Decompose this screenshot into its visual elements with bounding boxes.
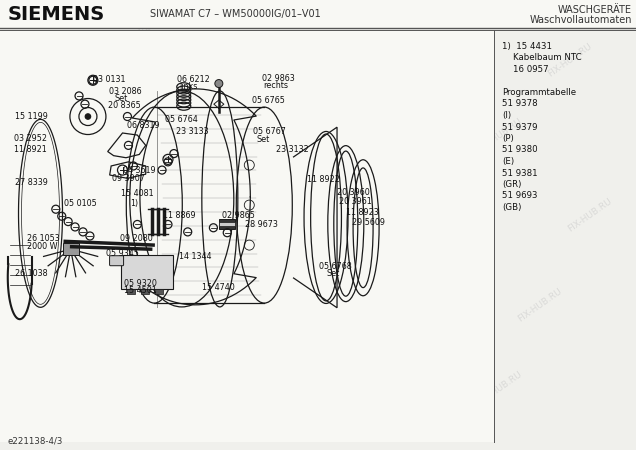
Text: FIX-HUB.RU: FIX-HUB.RU (406, 32, 453, 68)
Text: FIX-HUB.RU: FIX-HUB.RU (546, 41, 594, 78)
Text: (GR): (GR) (502, 180, 522, 189)
Text: (GB): (GB) (502, 203, 522, 212)
Bar (0, 0, 636, 28)
Text: 02 9863: 02 9863 (262, 74, 294, 83)
Text: 05 6765: 05 6765 (252, 96, 285, 105)
Bar (121, 255, 173, 289)
Text: SIEMENS: SIEMENS (8, 4, 105, 23)
Text: (E): (E) (502, 157, 514, 166)
Text: Kabelbaum NTC: Kabelbaum NTC (502, 54, 582, 63)
Text: 09 2080: 09 2080 (120, 234, 152, 243)
Text: 11 8922: 11 8922 (307, 175, 340, 184)
Text: 14 1344: 14 1344 (179, 252, 212, 261)
Text: 05 6764: 05 6764 (165, 114, 198, 123)
Text: FIX-HUB.RU: FIX-HUB.RU (366, 292, 414, 328)
Text: 03 2952: 03 2952 (14, 134, 47, 143)
Text: 1): 1) (130, 199, 139, 208)
Text: FIX-HUB.RU: FIX-HUB.RU (266, 41, 314, 78)
Text: 20 3960: 20 3960 (338, 188, 370, 197)
Text: links: links (179, 82, 197, 91)
Text: FIX-HUB.RU: FIX-HUB.RU (56, 282, 104, 319)
Text: FIX-HUB.RU: FIX-HUB.RU (307, 372, 354, 409)
Ellipse shape (85, 114, 91, 119)
Text: 51 9378: 51 9378 (502, 99, 537, 108)
Text: 2000 W: 2000 W (27, 242, 58, 251)
Text: 11 8923: 11 8923 (346, 207, 378, 216)
Text: 20 3961: 20 3961 (340, 197, 372, 206)
FancyBboxPatch shape (109, 256, 123, 266)
Bar (127, 289, 135, 294)
Text: 27 8339: 27 8339 (15, 178, 48, 187)
Text: 05 9320: 05 9320 (125, 279, 157, 288)
Text: Set: Set (114, 94, 128, 104)
Text: FIX-HUB.RU: FIX-HUB.RU (426, 207, 474, 243)
Bar (219, 222, 235, 226)
Text: FIX-HUB.RU: FIX-HUB.RU (46, 102, 93, 139)
Text: 15 4740: 15 4740 (202, 283, 234, 292)
Text: 28 9673: 28 9673 (244, 220, 277, 229)
Text: 06 6212: 06 6212 (177, 75, 210, 84)
Text: 51 9379: 51 9379 (502, 122, 537, 131)
Bar (0, 30, 494, 442)
Text: Programmtabelle: Programmtabelle (502, 88, 576, 97)
Text: 11 8869: 11 8869 (163, 211, 196, 220)
Text: 26 1053: 26 1053 (27, 234, 60, 243)
Text: 23 3132: 23 3132 (275, 144, 308, 153)
Text: FIX-HUB.RU: FIX-HUB.RU (106, 22, 154, 58)
Text: FIX-HUB.RU: FIX-HUB.RU (266, 202, 314, 238)
Text: FIX-HUB.RU: FIX-HUB.RU (476, 369, 523, 406)
Text: (I): (I) (502, 111, 511, 120)
Text: 06 8319: 06 8319 (127, 121, 160, 130)
Text: FIX-HUB.RU: FIX-HUB.RU (326, 122, 374, 158)
Text: 09 3907: 09 3907 (112, 174, 145, 183)
Text: 05 6767: 05 6767 (253, 127, 286, 136)
Bar (141, 289, 149, 294)
Text: e221138-4/3: e221138-4/3 (8, 437, 64, 446)
Text: FIX-HUB.RU: FIX-HUB.RU (116, 192, 163, 229)
Text: Set: Set (257, 135, 270, 144)
Bar (155, 289, 163, 294)
Text: 03 0131: 03 0131 (93, 75, 125, 84)
Text: 11 8921: 11 8921 (14, 144, 46, 153)
Text: Waschvollautomaten: Waschvollautomaten (530, 15, 632, 25)
Text: 51 9693: 51 9693 (502, 192, 537, 201)
Text: 29 5609: 29 5609 (352, 218, 385, 227)
Text: FIX-HUB.RU: FIX-HUB.RU (136, 366, 184, 404)
Text: rechts: rechts (263, 81, 288, 90)
Text: FIX-HUB.RU: FIX-HUB.RU (566, 197, 614, 234)
Text: 26 1038: 26 1038 (15, 269, 48, 278)
Text: FIX-HUB.RU: FIX-HUB.RU (476, 117, 523, 153)
Text: 51 9380: 51 9380 (502, 145, 537, 154)
Text: 51 9381: 51 9381 (502, 168, 537, 177)
Text: 15 4501: 15 4501 (123, 286, 156, 295)
Text: 04 3619: 04 3619 (123, 166, 155, 175)
Text: 16 0957: 16 0957 (502, 65, 549, 74)
Text: 23 3133: 23 3133 (176, 127, 209, 136)
Text: 05 0105: 05 0105 (64, 199, 97, 208)
Text: SIWAMAT C7 – WM50000IG/01–V01: SIWAMAT C7 – WM50000IG/01–V01 (150, 9, 321, 19)
Text: 1)  15 4431: 1) 15 4431 (502, 42, 552, 51)
Bar (62, 243, 79, 255)
Circle shape (215, 80, 223, 88)
Text: 20 8365: 20 8365 (107, 101, 141, 110)
Text: (P): (P) (502, 134, 514, 143)
Text: Set: Set (326, 269, 339, 278)
Text: WASCHGERÄTE: WASCHGERÄTE (558, 5, 632, 15)
Text: 03 2086: 03 2086 (109, 87, 141, 96)
Text: 15 4081: 15 4081 (121, 189, 153, 198)
Text: 05 9345: 05 9345 (106, 249, 139, 258)
Text: FIX-HUB.RU: FIX-HUB.RU (516, 287, 563, 324)
Text: FIX-HUB.RU: FIX-HUB.RU (206, 287, 254, 324)
Text: FIX-HUB.RU: FIX-HUB.RU (176, 112, 224, 148)
Text: 15 1199: 15 1199 (15, 112, 48, 121)
Bar (219, 220, 235, 230)
Text: 02 9865: 02 9865 (223, 211, 255, 220)
Text: 05 6768: 05 6768 (319, 261, 352, 270)
